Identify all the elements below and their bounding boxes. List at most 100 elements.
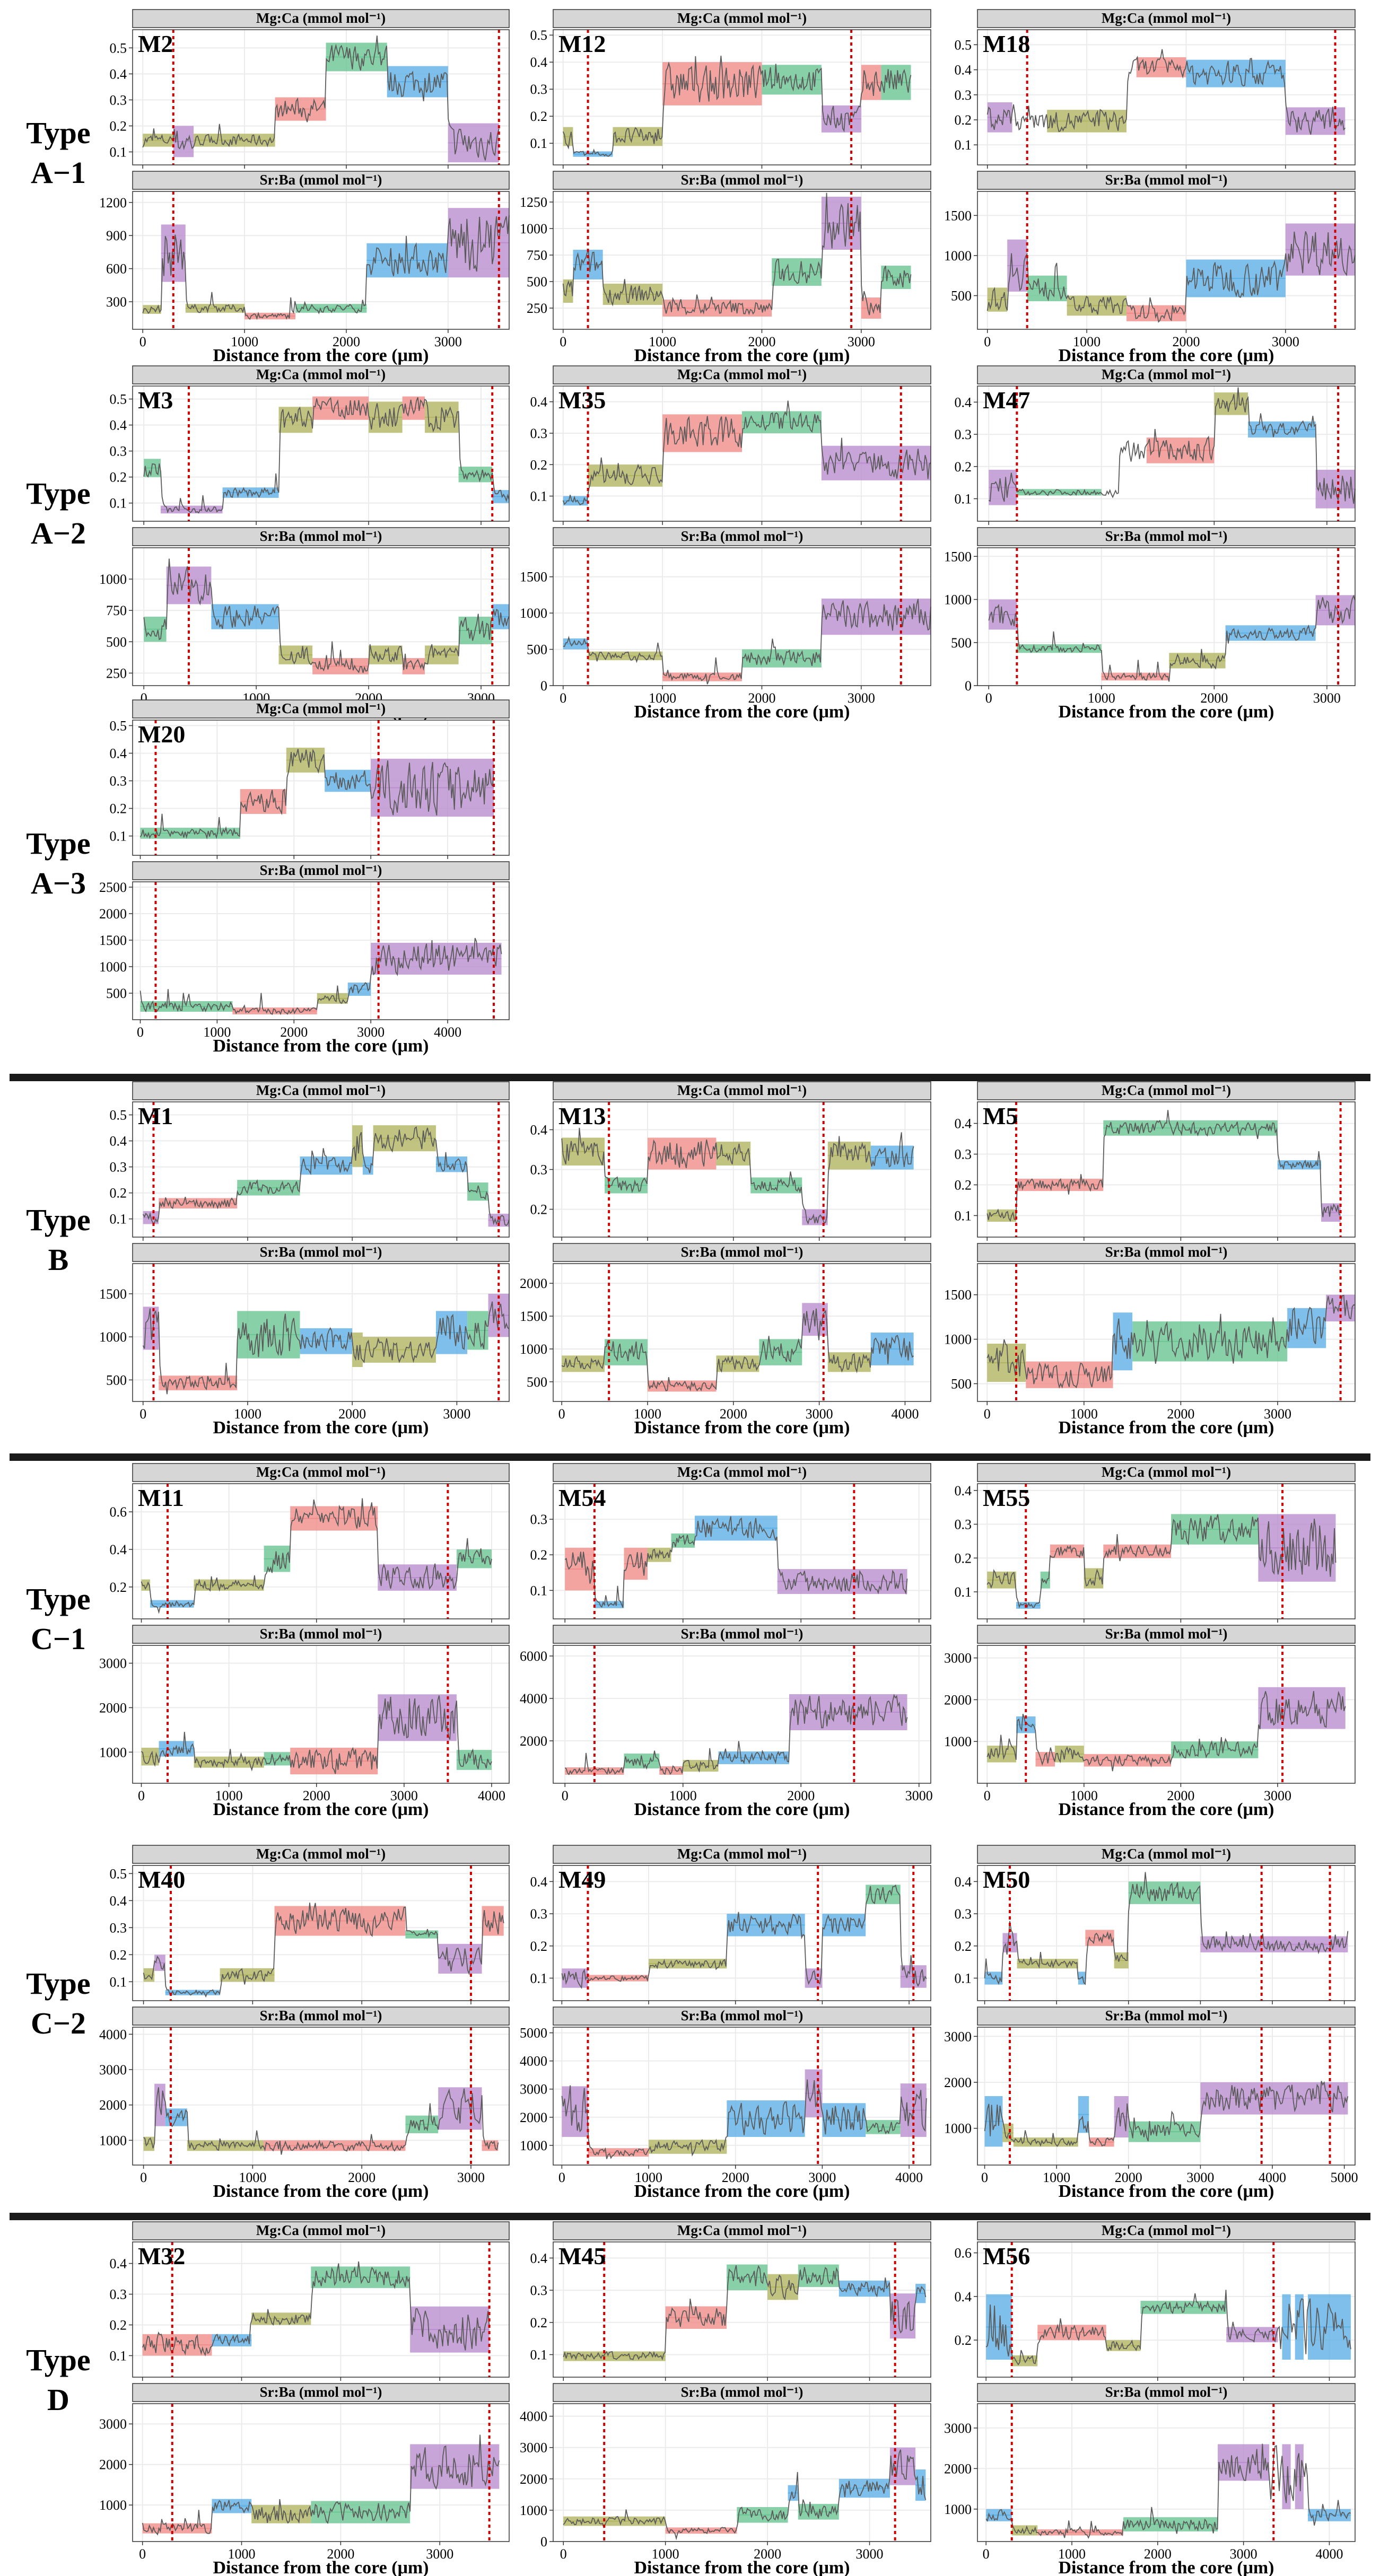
facet-strip-bg: [553, 1625, 931, 1644]
facet-strip: Sr:Ba (mmol mol⁻¹): [977, 527, 1356, 546]
srba-panel: Sr:Ba (mmol mol⁻¹) 0 500 1000 1500 1000 2000 30…: [944, 527, 1356, 706]
type-label-line1: Type: [26, 826, 90, 861]
plot-border: [977, 2027, 1356, 2166]
type-label-line1: Type: [26, 476, 90, 511]
plot-border: [132, 881, 510, 1020]
y-tick-label: 1000: [520, 221, 547, 236]
y-tick-label: 0.1: [110, 829, 127, 844]
facet-strip: Mg:Ca (mmol mol⁻¹): [132, 9, 510, 28]
data-trace: [564, 1516, 908, 1608]
facet-strip-bg: [132, 1845, 510, 1864]
facet-strip-title: Mg:Ca (mmol mol⁻¹): [1102, 10, 1231, 26]
plot-border: [553, 1263, 931, 1402]
y-tick-label: 1500: [99, 1286, 127, 1302]
data-trace: [143, 1903, 504, 1998]
type-label-line1: Type: [26, 1966, 90, 2001]
type-label: Type B: [26, 1203, 90, 1277]
plot-border: [132, 2027, 510, 2166]
y-tick-label: 0.3: [530, 1906, 548, 1922]
y-tick-label: 1000: [99, 959, 127, 975]
facet-strip-bg: [553, 1081, 931, 1100]
x-tick-label: 4000: [895, 2170, 923, 2185]
mgca-panel: Mg:Ca (mmol mol⁻¹) 0.1 0.2 0.3 0.4 0.5: [955, 9, 1356, 169]
y-tick-label: 300: [106, 294, 127, 310]
sample-id-label: M35: [558, 387, 606, 414]
plot-background: [977, 30, 1355, 165]
y-tick-label: 0.3: [955, 1147, 972, 1162]
y-tick-label: 0.1: [955, 492, 972, 507]
sample-id-label: M45: [558, 2242, 606, 2270]
x-tick-label: 1000: [649, 334, 676, 349]
srba-panel: Sr:Ba (mmol mol⁻¹) 500 1000 1500 2000 1000 200…: [520, 1243, 931, 1422]
type-labels: Type A−1 Type A−2 Type A−3 Type B Type C−1 Type C−2…: [26, 116, 90, 2417]
type-label-line2: C−1: [31, 1622, 86, 1656]
y-tick-label: 2000: [99, 1700, 127, 1715]
type-label-line1: Type: [26, 2343, 90, 2377]
y-tick-label: 0.1: [955, 1208, 972, 1223]
y-tick-label: 0.1: [110, 2348, 127, 2363]
x-tick-label: 3000: [848, 690, 875, 706]
sample-chart-m5: Mg:Ca (mmol mol⁻¹) 0.1 0.2 0.3 0.4 Sr:Ba (mmo…: [944, 1081, 1356, 1438]
x-tick-label: 0: [558, 2170, 565, 2185]
plot-border: [553, 2403, 931, 2542]
x-tick-label: 2000: [722, 2170, 749, 2185]
y-tick-label: 3000: [944, 2421, 972, 2436]
y-tick-label: 500: [527, 1374, 547, 1390]
plot-border: [977, 547, 1356, 686]
facet-strip-title: Sr:Ba (mmol mol⁻¹): [681, 2384, 803, 2400]
type-label: Type C−1: [26, 1582, 90, 1656]
plot-border: [132, 720, 510, 856]
mgca-panel: Mg:Ca (mmol mol⁻¹) 0.1 0.2 0.3 0.4: [110, 2221, 510, 2381]
x-tick-label: 4000: [478, 1788, 505, 1803]
x-axis-title: Distance from the core (μm): [634, 702, 850, 722]
x-tick-label: 3000: [434, 334, 462, 349]
mgca-panel: Mg:Ca (mmol mol⁻¹) 0.1 0.2 0.3 0.4: [530, 365, 931, 525]
x-tick-label: 2000: [787, 1788, 815, 1803]
facet-strip-title: Sr:Ba (mmol mol⁻¹): [260, 172, 382, 188]
sample-chart-m50: Mg:Ca (mmol mol⁻¹) 0.1 0.2 0.3 0.4 Sr:Ba (mmo…: [944, 1845, 1358, 2201]
facet-strip: Sr:Ba (mmol mol⁻¹): [132, 1625, 510, 1644]
facet-strip-title: Sr:Ba (mmol mol⁻¹): [681, 1244, 803, 1260]
data-trace: [142, 36, 500, 161]
y-tick-label: 1000: [944, 2121, 972, 2136]
x-tick-label: 2000: [1167, 1788, 1194, 1803]
plot-border: [977, 1263, 1356, 1402]
y-tick-label: 0.2: [955, 1177, 972, 1193]
plot-border: [553, 1645, 931, 1784]
y-tick-label: 1000: [944, 248, 972, 264]
sample-chart-m54: Mg:Ca (mmol mol⁻¹) 0.1 0.2 0.3 Sr:Ba (mmol m…: [520, 1463, 933, 1819]
facet-strip-title: Sr:Ba (mmol mol⁻¹): [260, 1244, 382, 1260]
data-trace: [988, 387, 1356, 504]
x-tick-label: 3000: [1264, 1788, 1291, 1803]
x-tick-label: 3000: [1272, 334, 1299, 349]
y-tick-label: 2000: [520, 2110, 547, 2125]
sample-id-label: M47: [983, 387, 1030, 414]
facet-strip-title: Sr:Ba (mmol mol⁻¹): [681, 172, 803, 188]
facet-strip: Sr:Ba (mmol mol⁻¹): [553, 2007, 931, 2026]
y-tick-label: 2000: [944, 1692, 972, 1707]
data-trace: [142, 2261, 490, 2356]
srba-panel: Sr:Ba (mmol mol⁻¹) 0 500 1000 1500 1000 2000 30…: [520, 527, 931, 706]
y-tick-label: 0.5: [110, 392, 127, 407]
srba-panel: Sr:Ba (mmol mol⁻¹) 2000 4000 6000 1000 2000 30…: [520, 1625, 933, 1803]
plot-border: [553, 1865, 931, 2001]
y-tick-label: 0.3: [530, 2283, 548, 2298]
facet-strip: Mg:Ca (mmol mol⁻¹): [977, 2221, 1356, 2240]
plot-border: [977, 191, 1356, 330]
facet-strip: Mg:Ca (mmol mol⁻¹): [977, 1081, 1356, 1100]
y-tick-label: 0.3: [955, 1906, 972, 1922]
y-tick-label: 0.1: [530, 1583, 548, 1598]
srba-panel: Sr:Ba (mmol mol⁻¹) 500 1000 1500 1000 2000 300…: [944, 1243, 1356, 1422]
y-tick-label: 1000: [944, 1734, 972, 1749]
y-tick-label: 0: [540, 2534, 547, 2549]
data-trace: [142, 2434, 500, 2536]
sample-id-label: M2: [138, 30, 173, 57]
data-trace: [561, 1308, 914, 1392]
plot-border: [132, 2403, 510, 2542]
data-trace: [986, 1514, 1337, 1609]
type-label: Type A−1: [26, 116, 90, 190]
type-label-line2: A−1: [31, 155, 86, 190]
facet-strip-title: Sr:Ba (mmol mol⁻¹): [681, 528, 803, 544]
y-tick-label: 1500: [99, 933, 127, 948]
x-tick-label: 1000: [1088, 690, 1115, 706]
